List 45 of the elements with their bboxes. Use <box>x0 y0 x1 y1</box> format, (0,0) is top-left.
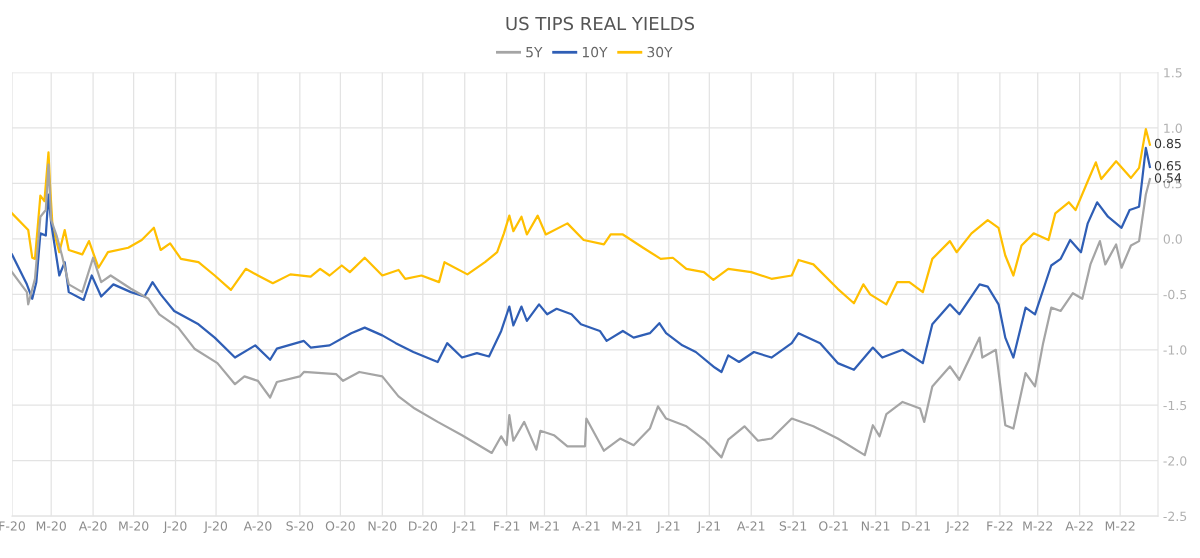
x-tick-label: N-21 <box>861 521 890 531</box>
legend-label: 30Y <box>647 46 673 58</box>
x-tick-label: J-20 <box>163 521 187 534</box>
y-tick-label: 1.5 <box>1164 68 1182 78</box>
x-tick-label: S-21 <box>779 521 807 531</box>
line-series <box>12 163 1151 459</box>
x-tick-label: F-22 <box>987 521 1013 531</box>
x-tick-label: M-21 <box>530 521 559 531</box>
chart-title: US TIPS REAL YIELDS <box>506 16 695 31</box>
annotation: 0.65 <box>1154 160 1181 171</box>
x-tick-label: D-20 <box>409 521 438 531</box>
x-tick-label: A-21 <box>572 521 600 531</box>
x-tick-label: N-20 <box>368 521 397 531</box>
y-tick-label: -1.5 <box>1163 400 1187 411</box>
line-series <box>12 127 1151 306</box>
legend-label: 5Y <box>526 47 543 58</box>
x-tick-label: A-22 <box>1065 521 1093 531</box>
x-tick-label: M-22 <box>1105 521 1135 531</box>
y-tick-label: -2.5 <box>1163 511 1187 522</box>
x-tick-label: M-20 <box>36 521 66 531</box>
x-tick-label: D-21 <box>902 521 930 531</box>
y-tick-label: 1.0 <box>1164 123 1182 133</box>
x-tick-label: O-21 <box>819 521 848 531</box>
x-tick-label: F-21 <box>494 521 520 531</box>
y-tick-label: -0.5 <box>1163 289 1187 300</box>
x-tick-label: O-20 <box>325 521 355 531</box>
legend-label: 10Y <box>582 46 608 58</box>
x-tick-label: J-21 <box>452 521 476 534</box>
x-tick-label: J-20 <box>203 521 228 534</box>
x-tick-label: J-21 <box>696 521 720 534</box>
x-tick-label: S-20 <box>286 521 314 531</box>
x-tick-label: M-21 <box>612 521 642 531</box>
y-tick-label: -2.0 <box>1163 456 1187 466</box>
y-tick-label: 0.0 <box>1163 234 1182 244</box>
x-tick-label: M-22 <box>1023 521 1053 531</box>
x-tick-label: J-22 <box>945 521 969 534</box>
x-tick-label: M-20 <box>119 521 149 531</box>
x-tick-label: A-20 <box>78 521 107 531</box>
x-tick-label: J-21 <box>656 521 680 534</box>
x-tick-label: A-21 <box>736 521 765 531</box>
x-tick-label: A-20 <box>243 521 272 531</box>
y-tick-label: -1.0 <box>1163 345 1187 355</box>
annotation: 0.85 <box>1154 138 1181 149</box>
line-series <box>12 146 1151 374</box>
x-tick-label: F-20 <box>0 521 25 531</box>
